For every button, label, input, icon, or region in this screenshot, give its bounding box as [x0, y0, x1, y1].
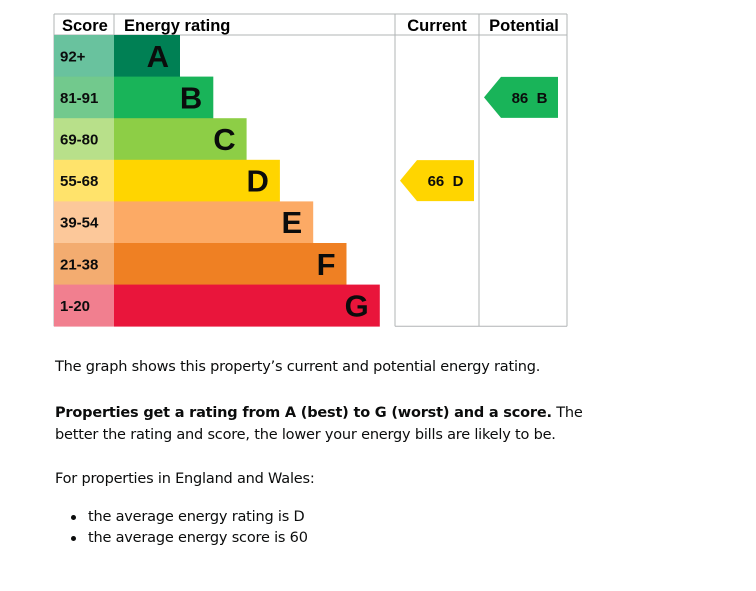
score-cell-d: [54, 159, 114, 202]
rating-bar-f: [114, 243, 347, 285]
rating-letter-a: A: [147, 39, 169, 74]
current-rating-label: 66 D: [428, 173, 464, 190]
score-cell-b: [54, 76, 114, 119]
rating-bands: 92+ A 81-91 B 69-80 C 55-68 D 39-54 E 21-38 F 1-20 G: [54, 35, 380, 327]
score-range-c: 69-80: [60, 132, 98, 149]
potential-rating-arrow: [484, 76, 558, 118]
energy-rating-chart: 92+ A81-91 B69-80 C55-68 D39-54 E21-38 F1-20 G …: [53, 13, 568, 327]
score-cell-e: [54, 201, 114, 244]
rating-explanation-paragraph: Properties get a rating from A (best) to…: [55, 402, 615, 446]
score-cell-c: [54, 118, 114, 161]
current-rating-arrow: [400, 160, 474, 202]
rating-bar-d: [114, 159, 280, 202]
potential-rating-label: 86 B: [512, 90, 548, 107]
chart-headers: Score Energy rating Current Potential: [62, 17, 559, 35]
rating-bar-e: [114, 201, 314, 244]
description-paragraph: The graph shows this property’s current …: [55, 359, 541, 375]
score-cell-f: [54, 243, 114, 285]
average-list: the average energy rating is D the avera…: [55, 507, 615, 549]
rating-bar-b: [114, 76, 214, 119]
rating-bar-a: [114, 35, 180, 77]
rating-letter-d: D: [247, 164, 269, 199]
header-current: Current: [407, 17, 467, 35]
rating-markers: 66 D 86 B: [400, 76, 558, 202]
score-range-d: 55-68: [60, 173, 98, 190]
rating-letter-c: C: [213, 122, 235, 157]
list-item: the average energy score is 60: [55, 528, 615, 549]
score-range-e: 39-54: [60, 215, 99, 232]
header-energy-rating: Energy rating: [124, 17, 230, 35]
rating-letter-e: E: [282, 205, 303, 240]
score-range-b: 81-91: [60, 90, 98, 107]
header-score: Score: [62, 17, 108, 35]
rating-bar-c: [114, 118, 247, 161]
rating-letter-f: F: [317, 247, 336, 282]
rating-letter-g: G: [345, 288, 369, 323]
score-cell-a: [54, 35, 114, 77]
score-range-f: 21-38: [60, 256, 98, 273]
rating-letter-b: B: [180, 80, 202, 115]
score-range-a: 92+: [60, 48, 86, 65]
rating-bar-g: [114, 284, 380, 327]
list-item: the average energy rating is D: [55, 507, 615, 528]
score-range-g: 1-20: [60, 298, 90, 315]
rating-explanation-rest: The better the rating and score, the low…: [55, 405, 583, 443]
score-cell-g: [54, 284, 114, 327]
region-intro: For properties in England and Wales:: [55, 471, 315, 487]
rating-explanation-bold: Properties get a rating from A (best) to…: [55, 405, 552, 421]
header-potential: Potential: [489, 17, 559, 35]
